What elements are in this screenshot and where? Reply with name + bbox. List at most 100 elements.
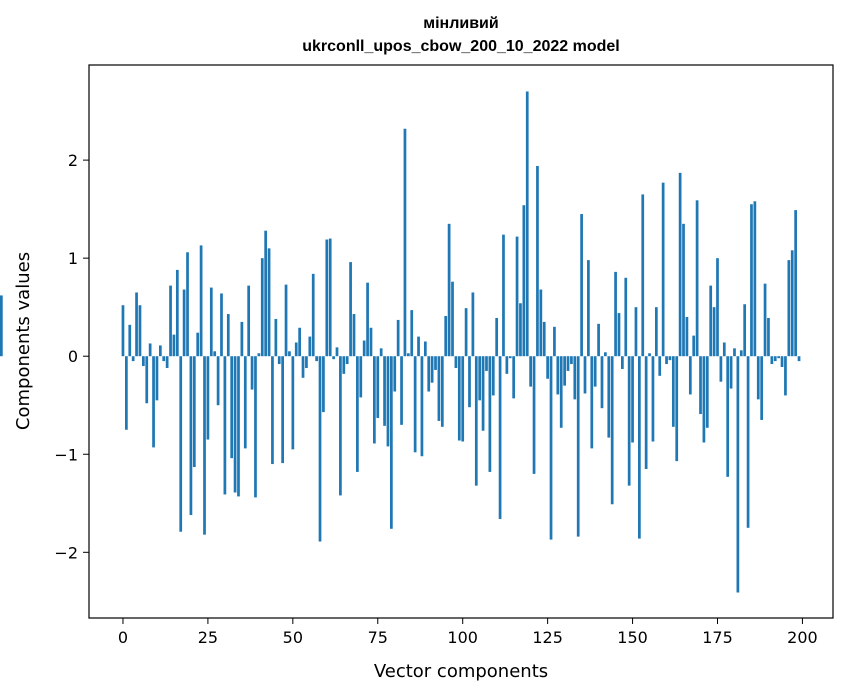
bar xyxy=(695,200,699,357)
bar xyxy=(366,282,369,357)
bar xyxy=(671,356,675,427)
bar xyxy=(481,356,485,431)
bar xyxy=(420,356,424,457)
bar xyxy=(131,356,135,362)
bar xyxy=(186,252,189,357)
bar xyxy=(457,356,461,441)
bar xyxy=(644,356,648,469)
bar xyxy=(454,356,458,368)
bar xyxy=(281,356,284,464)
bar xyxy=(189,356,193,516)
bar xyxy=(406,353,410,357)
bar xyxy=(260,258,264,357)
bar xyxy=(797,356,801,362)
bar xyxy=(223,356,227,495)
bar xyxy=(733,348,736,357)
bar xyxy=(648,353,651,357)
bar xyxy=(519,303,522,357)
bar xyxy=(373,356,376,444)
bar xyxy=(145,356,149,404)
bar xyxy=(423,341,427,357)
bar xyxy=(488,356,492,472)
bar xyxy=(305,356,308,368)
bar xyxy=(654,307,658,357)
x-tick-label: 25 xyxy=(198,628,218,647)
bar xyxy=(315,356,318,362)
bar xyxy=(563,356,566,386)
bar xyxy=(172,334,176,357)
bar xyxy=(682,223,685,357)
x-tick-label: 200 xyxy=(787,628,818,647)
y-tick-label: −2 xyxy=(54,543,78,562)
bar xyxy=(729,356,733,389)
bar xyxy=(267,248,271,357)
bar xyxy=(271,356,274,465)
bar xyxy=(485,356,488,371)
bar xyxy=(451,281,454,357)
bar xyxy=(661,182,665,357)
bar xyxy=(0,295,3,357)
bar xyxy=(233,356,237,493)
bar xyxy=(587,260,590,357)
x-tick-label: 100 xyxy=(447,628,478,647)
bar xyxy=(437,356,441,421)
bar xyxy=(175,269,179,357)
bar xyxy=(702,356,706,443)
bar xyxy=(311,273,315,357)
bar xyxy=(505,356,509,374)
chart-subtitle: ukrconll_upos_cbow_200_10_2022 model xyxy=(302,38,619,55)
bar xyxy=(206,356,210,440)
bar xyxy=(471,292,475,357)
bar xyxy=(651,356,655,442)
bar xyxy=(556,356,560,395)
bar xyxy=(240,321,244,357)
bar xyxy=(597,323,600,357)
bar xyxy=(301,356,305,378)
bar xyxy=(658,356,662,376)
bar xyxy=(549,356,553,540)
bar xyxy=(322,356,325,413)
bar xyxy=(410,310,414,357)
bar xyxy=(345,356,349,365)
bar xyxy=(512,356,516,399)
bar xyxy=(417,336,420,357)
bar xyxy=(641,194,645,357)
x-tick-label: 50 xyxy=(283,628,303,647)
bar xyxy=(128,324,132,357)
bar xyxy=(237,356,240,497)
bar xyxy=(675,356,679,462)
bar xyxy=(709,285,713,357)
bar xyxy=(559,356,563,428)
bar xyxy=(339,356,342,496)
bar xyxy=(359,356,363,398)
bar xyxy=(400,356,403,425)
bar xyxy=(590,356,594,449)
bar xyxy=(288,351,291,357)
bar xyxy=(430,356,434,383)
bar xyxy=(427,356,431,392)
bar xyxy=(668,356,672,361)
bar xyxy=(756,356,760,400)
bar xyxy=(403,128,407,357)
bar xyxy=(631,356,634,443)
bar xyxy=(773,356,777,362)
bar xyxy=(692,335,696,357)
bar xyxy=(165,356,169,368)
bar xyxy=(325,239,329,357)
bar xyxy=(750,204,753,357)
bar xyxy=(753,201,757,357)
bar xyxy=(767,317,770,357)
bar xyxy=(539,289,543,357)
bar xyxy=(617,313,621,357)
bar xyxy=(182,289,186,357)
bar xyxy=(790,250,794,357)
x-tick-label: 150 xyxy=(617,628,648,647)
bar xyxy=(247,285,251,357)
bar xyxy=(342,356,346,374)
bar xyxy=(226,314,230,357)
bar xyxy=(169,285,172,357)
bar xyxy=(784,356,787,396)
bars-group xyxy=(0,91,801,593)
bar xyxy=(376,356,380,418)
bar xyxy=(665,356,668,365)
